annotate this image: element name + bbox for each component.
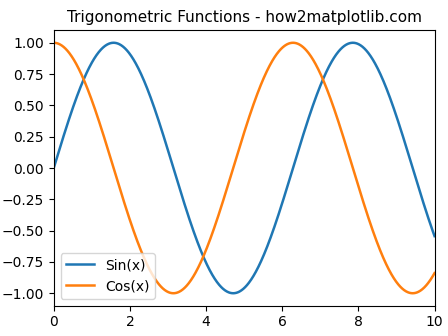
Sin(x) bbox=[111, 41, 116, 45]
Title: Trigonometric Functions - how2matplotlib.com: Trigonometric Functions - how2matplotlib… bbox=[67, 10, 422, 25]
Cos(x) bbox=[51, 41, 56, 45]
Cos(x) bbox=[219, 203, 224, 207]
Cos(x) bbox=[349, 160, 354, 164]
Line: Sin(x): Sin(x) bbox=[54, 43, 435, 293]
Sin(x) bbox=[356, 42, 361, 46]
Cos(x) bbox=[355, 183, 361, 187]
Sin(x) bbox=[206, 265, 211, 269]
Legend: Sin(x), Cos(x): Sin(x), Cos(x) bbox=[61, 253, 155, 299]
Sin(x) bbox=[349, 41, 354, 45]
Sin(x) bbox=[219, 286, 224, 290]
Sin(x) bbox=[231, 291, 236, 295]
Cos(x) bbox=[171, 291, 176, 295]
Cos(x) bbox=[432, 271, 437, 275]
Sin(x) bbox=[432, 234, 437, 238]
Sin(x) bbox=[313, 95, 319, 99]
Line: Cos(x): Cos(x) bbox=[54, 43, 435, 293]
Sin(x) bbox=[51, 166, 56, 170]
Sin(x) bbox=[90, 59, 95, 63]
Cos(x) bbox=[313, 62, 319, 66]
Cos(x) bbox=[90, 100, 95, 104]
Cos(x) bbox=[206, 243, 211, 247]
